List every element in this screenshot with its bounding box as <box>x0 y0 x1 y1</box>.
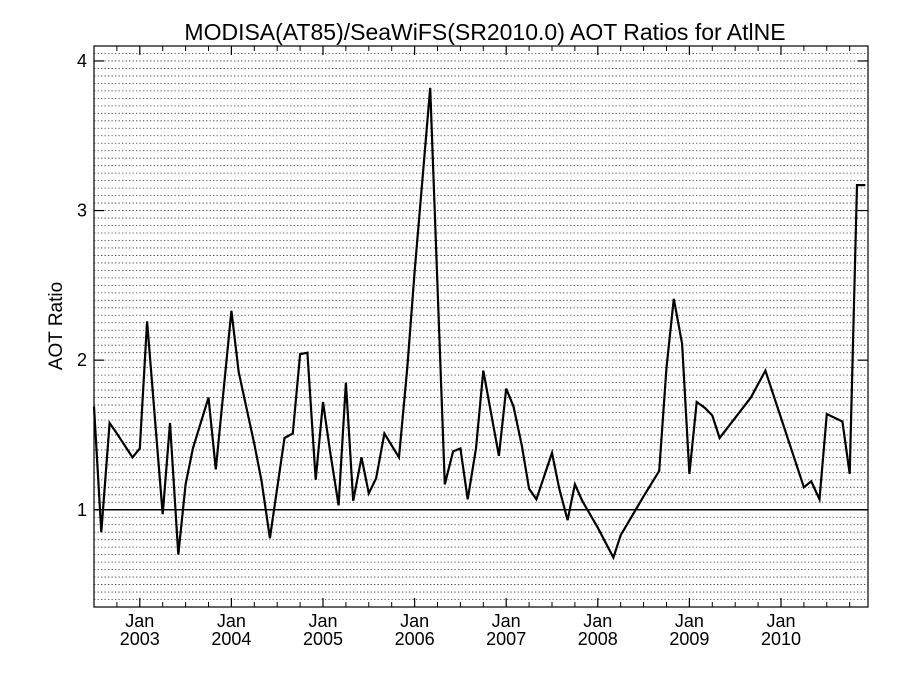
y-tick-label: 3 <box>77 201 87 221</box>
x-tick-label-year: 2008 <box>578 629 618 649</box>
x-tick-label-month: Jan <box>308 611 337 631</box>
x-tick-label-month: Jan <box>217 611 246 631</box>
x-tick-label-year: 2005 <box>303 629 343 649</box>
y-tick-label: 4 <box>77 51 87 71</box>
y-axis-label: AOT Ratio <box>46 282 67 370</box>
series-line <box>92 87 866 561</box>
chart-title: MODISA(AT85)/SeaWiFS(SR2010.0) AOT Ratio… <box>184 19 785 45</box>
grid <box>94 45 868 608</box>
x-axis-ticks: Jan2003Jan2004Jan2005Jan2006Jan2007Jan20… <box>93 46 851 649</box>
x-tick-label-year: 2006 <box>395 629 435 649</box>
x-tick-label-month: Jan <box>492 611 521 631</box>
y-tick-label: 2 <box>77 350 87 370</box>
x-tick-label-month: Jan <box>125 611 154 631</box>
x-tick-label-month: Jan <box>400 611 429 631</box>
y-tick-label: 1 <box>77 500 87 520</box>
y-axis-ticks: 1 2 3 4 <box>77 51 868 520</box>
x-tick-label-month: Jan <box>766 611 795 631</box>
plot-frame <box>93 45 869 608</box>
x-tick-label-year: 2009 <box>669 629 709 649</box>
x-tick-label-year: 2004 <box>211 629 251 649</box>
x-tick-label-year: 2003 <box>120 629 160 649</box>
x-tick-label-month: Jan <box>675 611 704 631</box>
x-tick-label-month: Jan <box>583 611 612 631</box>
x-tick-label-year: 2010 <box>761 629 801 649</box>
x-tick-label-year: 2007 <box>486 629 526 649</box>
